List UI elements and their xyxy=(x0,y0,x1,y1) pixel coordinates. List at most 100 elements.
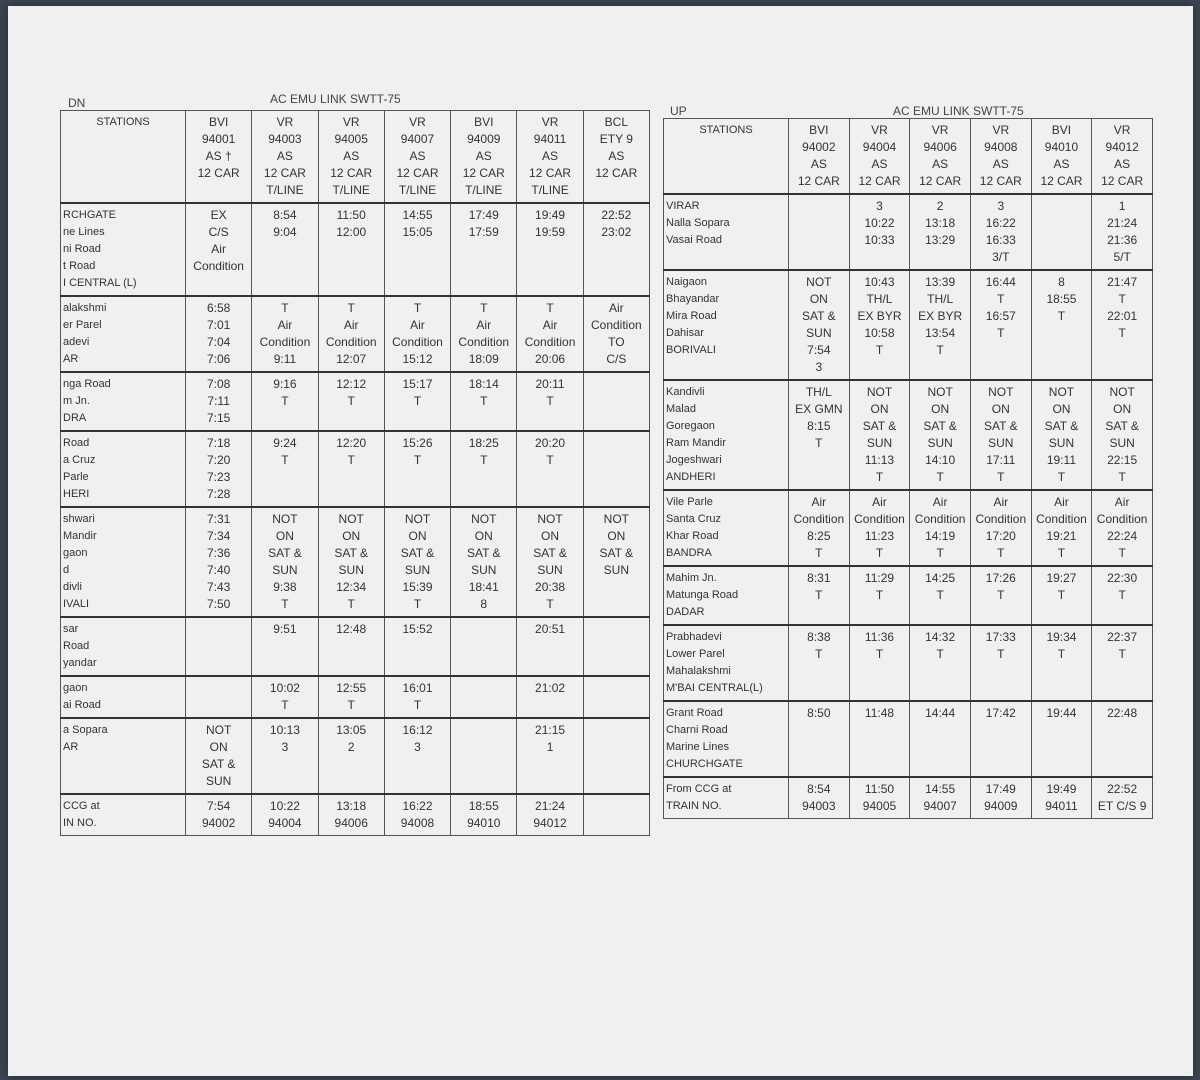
time-cell: 22:30 T xyxy=(1091,565,1153,626)
station-name: ANDHERI xyxy=(666,471,716,483)
cell-text: 19:34 xyxy=(1046,630,1077,644)
time-cell: 17:26 T xyxy=(969,565,1032,626)
cell-text: 22:37 xyxy=(1107,630,1138,644)
cell-text: 94010 xyxy=(467,816,501,830)
cell-text: 16:01 xyxy=(402,681,433,695)
time-cell: 6:58 7:01 7:04 7:06 xyxy=(184,295,253,373)
cell-text: EX GMN xyxy=(795,402,843,416)
time-cell: 11:36 T xyxy=(848,624,911,702)
time-cell: 22:48 xyxy=(1091,700,1153,778)
train-info: 94007 xyxy=(400,132,435,146)
time-cell: 13:05 2 xyxy=(317,717,385,795)
cell-text: 5/T xyxy=(1113,250,1131,264)
cell-text: Condition xyxy=(590,318,642,332)
cell-text: T xyxy=(281,698,289,712)
station-name: Khar Road xyxy=(666,530,719,542)
station-list: Mahim Jn. Matunga Road DADAR xyxy=(663,565,789,626)
cell-text: T xyxy=(546,394,554,408)
time-cell: 13:39 TH/L EX BYR 13:54 T xyxy=(909,269,971,381)
train-info: AS xyxy=(343,149,360,163)
cell-text: ON xyxy=(342,529,361,543)
station-name: Charni Road xyxy=(666,724,728,736)
cell-text: 2 xyxy=(347,740,355,754)
cell-text: 8:31 xyxy=(807,571,831,585)
cell-text: SAT & xyxy=(268,546,302,560)
cell-text: T xyxy=(875,470,884,484)
time-cell xyxy=(582,717,651,795)
train-header: VR 94006 AS 12 CAR xyxy=(909,118,971,195)
cell-text: 7:54 xyxy=(807,343,831,357)
cell-text: 10:13 xyxy=(269,723,300,737)
cell-text: Condition xyxy=(524,335,576,349)
cell-text: T xyxy=(413,301,422,315)
cell-text: 7:20 xyxy=(206,453,231,467)
cell-text: T xyxy=(281,597,289,611)
cell-text: SAT & xyxy=(201,757,236,771)
train-info: AS xyxy=(810,157,827,171)
station-name: Mandir xyxy=(63,530,97,542)
station-name: From CCG at xyxy=(666,783,732,795)
time-cell: NOT ON SAT & SUN 15:39 T xyxy=(383,506,452,618)
cell-text: 94012 xyxy=(533,816,567,830)
time-cell: 14:25 T xyxy=(909,565,971,626)
cell-text: 9:16 xyxy=(273,377,297,391)
time-cell xyxy=(184,675,253,719)
cell-text: Air xyxy=(277,318,293,332)
station-name: ne Lines xyxy=(63,226,105,238)
time-cell: 16:01 T xyxy=(383,675,452,719)
time-cell: 7:31 7:34 7:36 7:40 7:43 7:50 xyxy=(184,506,253,618)
cell-text: NOT xyxy=(866,385,893,399)
time-cell: 8:31 T xyxy=(788,565,850,626)
train-info: T/LINE xyxy=(332,183,370,197)
cell-text: 12:20 xyxy=(336,436,367,450)
train-info: 12 CAR xyxy=(396,166,439,180)
train-info: 94001 xyxy=(201,132,236,146)
train-info: 12 CAR xyxy=(979,174,1022,188)
train-info: VR xyxy=(1113,123,1131,137)
train-info: 12 CAR xyxy=(529,166,572,180)
time-cell xyxy=(450,717,518,795)
section-row: Road a Cruz Parle HERI 7:18 7:20 7:23 7:28 9:24 T… xyxy=(60,430,651,508)
cell-text: 14:55 xyxy=(402,208,433,222)
cell-text: 94009 xyxy=(984,799,1018,813)
time-cell xyxy=(582,675,651,719)
cell-text: NOT xyxy=(927,385,953,399)
paper-sheet: DN AC EMU LINK SWTT-75 STATIONS BVI 94001 A… xyxy=(8,6,1193,1076)
cell-text: 10:22 xyxy=(269,799,300,813)
cell-text: SAT & xyxy=(862,419,897,433)
cell-text: T xyxy=(1118,588,1126,602)
time-cell: 22:37 T xyxy=(1091,624,1153,702)
time-cell: 14:44 xyxy=(909,700,971,778)
cell-text: 16:33 xyxy=(985,233,1016,247)
cell-text: T xyxy=(413,394,422,408)
cell-text: ON xyxy=(408,529,427,543)
time-cell: 14:32 T xyxy=(909,624,971,702)
station-name: Kandivli xyxy=(666,386,705,398)
cell-text: NOT xyxy=(471,512,497,526)
station-list: a Sopara AR xyxy=(60,717,186,795)
cell-text: 13:18 xyxy=(336,799,367,813)
time-cell: 8:50 xyxy=(788,700,850,778)
section-row: VIRAR Nalla Sopara Vasai Road 3 10:22 10:33 2 1… xyxy=(663,193,1153,271)
cell-text: ON xyxy=(870,402,889,416)
timetable-title: AC EMU LINK SWTT-75 xyxy=(893,104,1024,118)
cell-text: Air xyxy=(211,242,226,256)
cell-text: T xyxy=(1118,546,1126,560)
cell-text: T xyxy=(997,588,1005,602)
station-list: alakshmi er Parel adevi AR xyxy=(60,295,186,373)
cell-text: Condition xyxy=(975,512,1027,526)
cell-text: 8:25 xyxy=(807,529,831,543)
station-name: Mira Road xyxy=(666,310,717,322)
station-name: gaon xyxy=(63,682,88,694)
time-cell: 17:33 T xyxy=(969,624,1032,702)
cell-text: NOT xyxy=(1109,385,1135,399)
cell-text: 22:48 xyxy=(1107,706,1138,720)
train-info: 12 CAR xyxy=(595,166,638,180)
cell-text: NOT xyxy=(806,275,832,289)
header-row: STATIONS BVI 94002 AS 12 CAR VR 94004 AS 12 CAR V… xyxy=(663,118,1153,195)
train-info: 12 CAR xyxy=(1040,174,1083,188)
cell-text: 13:29 xyxy=(925,233,956,247)
cell-text: 10:33 xyxy=(864,233,895,247)
cell-text: T xyxy=(546,597,554,611)
station-name: Lower Parel xyxy=(666,648,725,660)
